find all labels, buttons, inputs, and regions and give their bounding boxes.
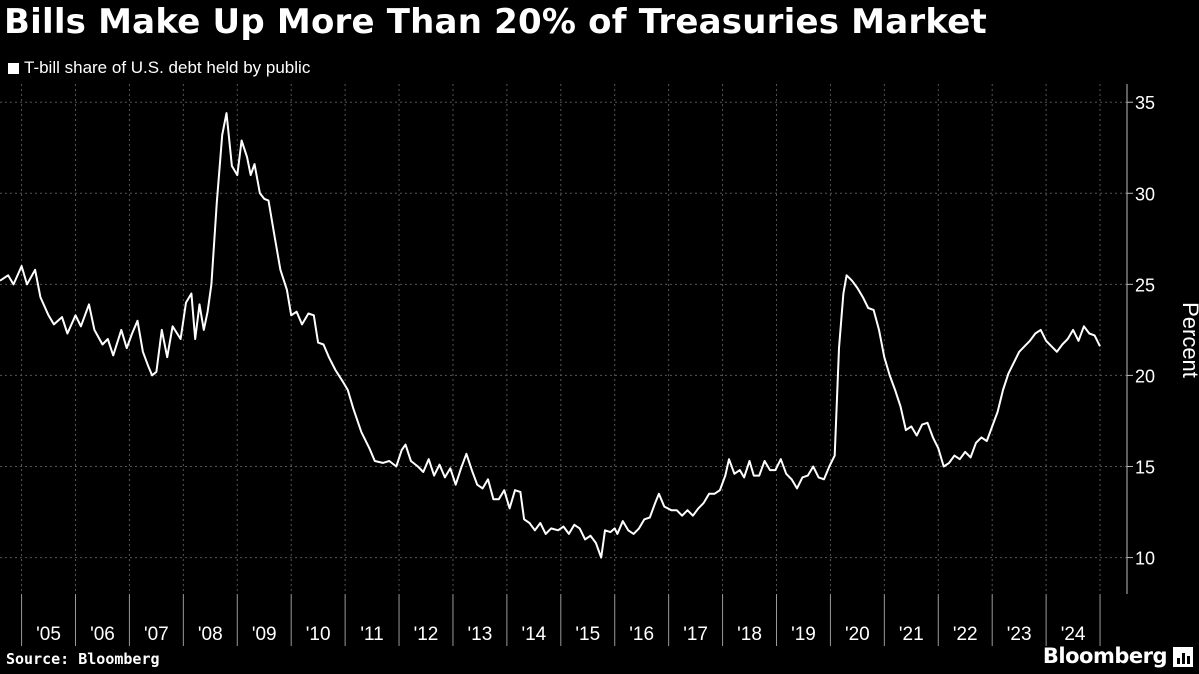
x-tick-label: '05 [36, 624, 61, 645]
axes [21, 84, 1133, 646]
x-tick-label: '18 [737, 624, 762, 645]
x-tick-label: '19 [791, 624, 816, 645]
tick-labels: 10 15 20 25 30 35 '05 '06 '07 '08 '09 '10 '11 '12 '13 '… [36, 93, 1155, 645]
x-tick-label: '08 [198, 624, 223, 645]
legend-label: T-bill share of U.S. debt held by public [24, 58, 311, 77]
brand-logo: Bloomberg [1042, 644, 1168, 668]
y-tick-label: 35 [1135, 93, 1155, 113]
series-lines [0, 112, 1101, 559]
x-tick-label: '12 [414, 624, 439, 645]
x-tick-label: '13 [468, 624, 493, 645]
x-tick-label: '20 [845, 624, 870, 645]
x-tick-label: '23 [1007, 624, 1032, 645]
grid [0, 84, 1127, 594]
legend: T-bill share of U.S. debt held by public [8, 58, 310, 78]
y-tick-label: 20 [1135, 366, 1155, 386]
y-tick-label: 30 [1135, 184, 1155, 204]
x-tick-label: '07 [144, 624, 169, 645]
y-tick-label: 15 [1135, 458, 1155, 478]
legend-swatch-icon [8, 62, 19, 74]
bloomberg-bars-icon [1173, 647, 1193, 667]
x-tick-label: '16 [629, 624, 654, 645]
x-tick-label: '15 [575, 624, 600, 645]
x-tick-label: '24 [1061, 624, 1086, 645]
series-line [0, 112, 1101, 559]
x-tick-label: '10 [306, 624, 331, 645]
source-note: Source: Bloomberg [6, 650, 160, 668]
chart-title: Bills Make Up More Than 20% of Treasurie… [4, 2, 987, 42]
y-axis-label: Percent [1178, 302, 1199, 378]
x-tick-label: '11 [360, 624, 383, 645]
y-tick-label: 10 [1135, 549, 1155, 569]
x-tick-label: '17 [683, 624, 708, 645]
x-tick-label: '22 [953, 624, 978, 645]
x-tick-label: '21 [899, 624, 924, 645]
x-tick-label: '09 [252, 624, 277, 645]
x-tick-label: '14 [521, 624, 546, 645]
y-tick-label: 25 [1135, 275, 1155, 295]
x-tick-label: '06 [90, 624, 115, 645]
